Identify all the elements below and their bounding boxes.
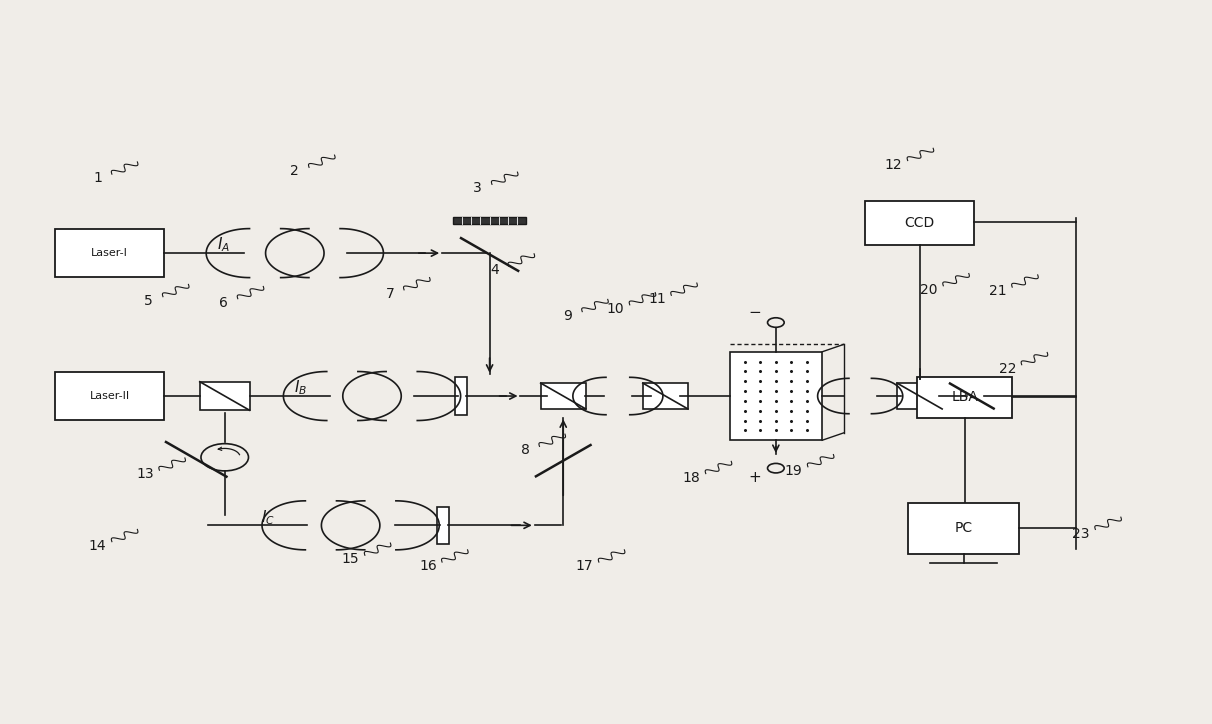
Text: +: + <box>748 470 761 485</box>
Text: Laser-I: Laser-I <box>91 248 128 258</box>
Text: 17: 17 <box>576 559 594 573</box>
FancyBboxPatch shape <box>642 383 688 409</box>
FancyBboxPatch shape <box>55 230 164 277</box>
Text: 19: 19 <box>785 464 802 478</box>
Text: 8: 8 <box>521 444 530 458</box>
Text: 6: 6 <box>219 296 228 310</box>
Text: $I_C$: $I_C$ <box>261 508 274 526</box>
Text: 15: 15 <box>342 552 360 566</box>
Text: 5: 5 <box>144 294 153 308</box>
Text: 18: 18 <box>682 471 701 484</box>
Text: Laser-II: Laser-II <box>90 391 130 401</box>
Bar <box>456 377 467 415</box>
Text: 10: 10 <box>607 302 624 316</box>
FancyBboxPatch shape <box>917 377 1012 418</box>
Text: 23: 23 <box>1073 526 1090 541</box>
Text: LBA: LBA <box>951 390 978 405</box>
Text: −: − <box>748 306 761 321</box>
Text: 20: 20 <box>920 283 938 297</box>
Text: 21: 21 <box>989 285 1007 298</box>
Text: 9: 9 <box>564 308 572 323</box>
FancyBboxPatch shape <box>897 383 942 409</box>
Text: PC: PC <box>955 521 972 535</box>
Text: 12: 12 <box>885 158 902 172</box>
Text: 16: 16 <box>419 559 436 573</box>
Text: CCD: CCD <box>904 216 934 230</box>
Text: $I_A$: $I_A$ <box>217 235 230 254</box>
Text: 14: 14 <box>88 539 107 552</box>
Text: 7: 7 <box>385 287 394 301</box>
Text: 3: 3 <box>474 182 482 195</box>
Text: 1: 1 <box>93 172 102 185</box>
Bar <box>730 352 822 440</box>
FancyBboxPatch shape <box>200 382 250 411</box>
Text: 2: 2 <box>291 164 299 178</box>
Text: $I_B$: $I_B$ <box>295 379 308 397</box>
Text: 11: 11 <box>648 292 665 306</box>
Bar <box>453 216 526 224</box>
FancyBboxPatch shape <box>865 201 974 245</box>
Text: 22: 22 <box>999 362 1016 376</box>
Text: 4: 4 <box>490 263 498 277</box>
Text: 13: 13 <box>136 467 154 481</box>
FancyBboxPatch shape <box>541 383 585 409</box>
FancyBboxPatch shape <box>908 503 1019 554</box>
FancyBboxPatch shape <box>55 372 164 420</box>
Bar <box>438 507 450 544</box>
